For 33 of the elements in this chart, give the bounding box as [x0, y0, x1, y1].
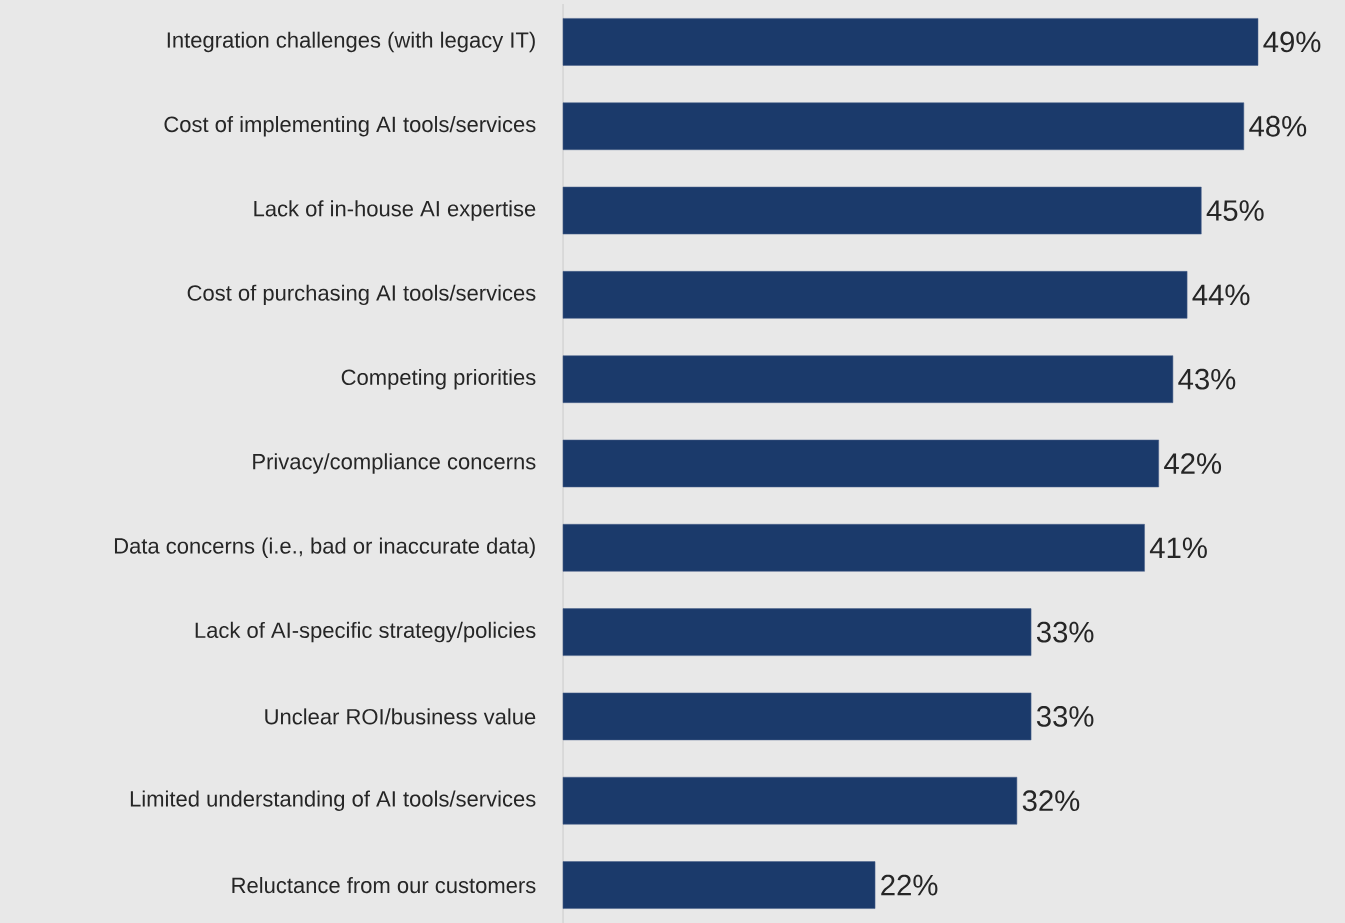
data-label: 42%	[1164, 453, 1222, 474]
y-tick-label: Limited understanding of AI tools/services	[130, 790, 536, 811]
bar	[562, 861, 876, 909]
data-label: 44%	[1192, 284, 1250, 306]
bar	[562, 355, 1174, 403]
bar	[562, 18, 1259, 66]
y-tick-label: Cost of purchasing AI tools/services	[187, 284, 536, 306]
y-tick-label: Lack of in-house AI expertise	[254, 200, 536, 221]
data-label: 48%	[1249, 115, 1307, 137]
bar	[562, 102, 1245, 151]
y-tick-label: Competing priorities	[341, 368, 536, 390]
bar	[562, 439, 1159, 488]
bar	[562, 524, 1145, 572]
y-tick-label: Unclear ROI/business value	[265, 708, 536, 725]
data-label: 33%	[1036, 706, 1094, 727]
bar	[562, 271, 1188, 319]
data-label: 41%	[1149, 537, 1207, 559]
data-label: 22%	[881, 874, 938, 896]
bar	[562, 608, 1032, 656]
bar	[562, 692, 1032, 741]
y-tick-label: Reluctance from our customers	[232, 876, 536, 894]
y-tick-label: Cost of implementing AI tools/services	[164, 116, 536, 137]
data-label: 49%	[1263, 31, 1321, 53]
y-tick-label: Data concerns (i.e., bad or inaccurate data)	[114, 537, 535, 559]
data-label: 33%	[1036, 621, 1094, 643]
bar	[562, 776, 1018, 825]
bar	[562, 186, 1202, 235]
data-label: 43%	[1178, 368, 1236, 390]
data-label: 32%	[1022, 790, 1080, 812]
y-tick-label: Lack of AI-specific strategy/policies	[195, 621, 536, 643]
y-tick-label: Privacy/compliance concerns	[253, 453, 536, 474]
y-tick-label: Integration challenges (with legacy IT)	[167, 31, 535, 53]
data-label: 45%	[1206, 200, 1264, 221]
